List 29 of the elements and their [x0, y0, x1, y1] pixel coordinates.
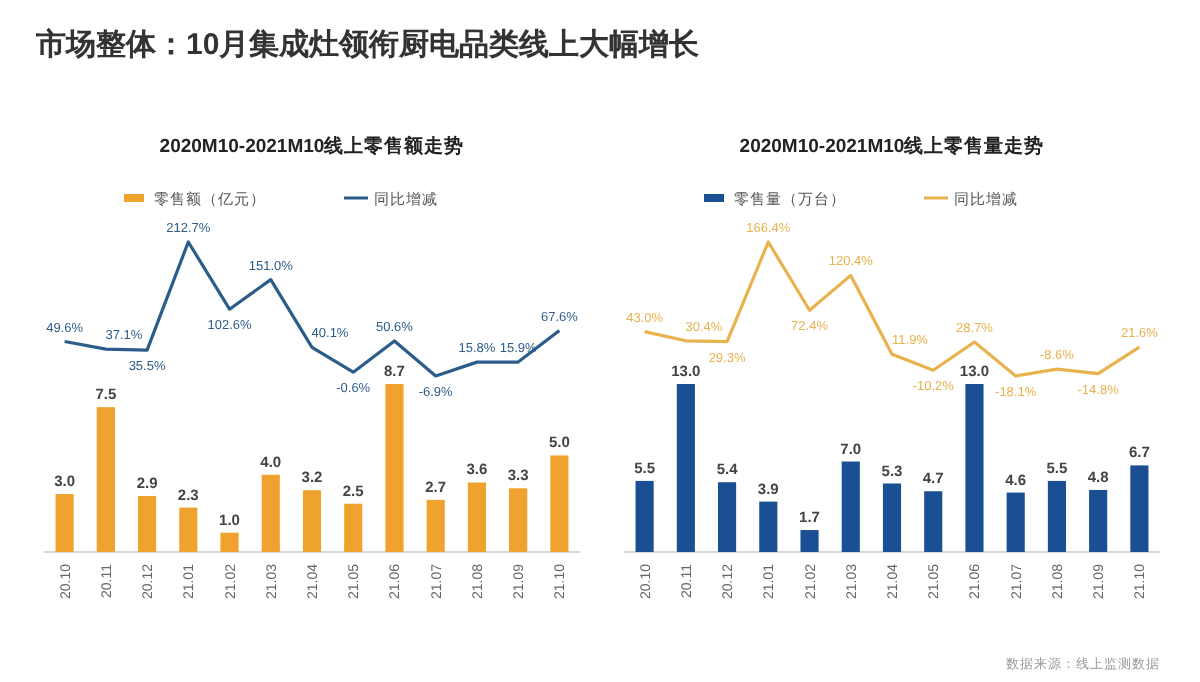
- bar: [344, 503, 363, 552]
- bar: [1130, 465, 1149, 552]
- bar: [509, 488, 528, 552]
- chart-title: 2020M10-2021M10线上零售量走势: [739, 134, 1045, 158]
- bar: [965, 384, 984, 552]
- bar: [55, 494, 74, 552]
- bar: [924, 491, 943, 552]
- bar: [1006, 492, 1025, 552]
- bar: [800, 530, 819, 552]
- bar: [302, 490, 322, 552]
- bar: [261, 474, 280, 552]
- bar: [1047, 480, 1066, 552]
- bar: [759, 501, 778, 552]
- bar: [550, 455, 569, 552]
- bar: [635, 480, 654, 552]
- bar: [718, 482, 737, 552]
- bar: [841, 461, 860, 552]
- bar: [1089, 489, 1108, 552]
- text: 市场整体：10月集成灶领衔厨电品类线上大幅增长: [34, 26, 702, 62]
- bar: [385, 384, 404, 552]
- bar: [882, 483, 902, 552]
- bar: [96, 407, 115, 552]
- bar: [179, 507, 198, 552]
- bar: [467, 482, 486, 552]
- bar: [426, 499, 445, 552]
- bar: [138, 496, 157, 552]
- bar: [676, 384, 695, 552]
- bar: [220, 532, 239, 552]
- chart-title: 2020M10-2021M10线上零售额走势: [159, 134, 465, 158]
